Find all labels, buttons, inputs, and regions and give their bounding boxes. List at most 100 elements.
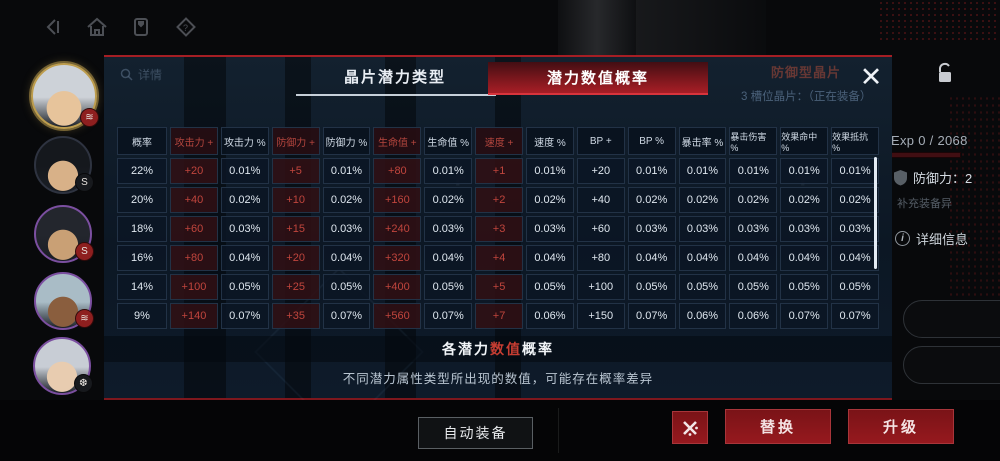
replace-button[interactable]: 替换 bbox=[725, 409, 831, 444]
probability-cell: 18% bbox=[117, 216, 167, 242]
table-cell: 0.05% bbox=[526, 274, 574, 300]
partial-hint-text: ，补充装备异 bbox=[886, 198, 952, 210]
table-cell: 0.01% bbox=[729, 158, 778, 184]
right-slot-button-1[interactable] bbox=[903, 300, 1000, 338]
dismantle-icon-button[interactable] bbox=[672, 411, 708, 444]
avatar-character-5[interactable]: ❆ bbox=[33, 337, 93, 395]
table-header-cell: 攻击力 + bbox=[170, 127, 218, 155]
detail-info-row[interactable]: i 详细信息 bbox=[895, 229, 968, 248]
table-cell: 0.03% bbox=[526, 216, 574, 242]
table-cell: 0.04% bbox=[526, 245, 574, 271]
table-cell: +4 bbox=[475, 245, 523, 271]
table-cell: +560 bbox=[373, 303, 422, 329]
table-cell: 0.07% bbox=[831, 303, 879, 329]
potential-table: 概率 攻击力 + 攻击力 % 防御力 + 防御力 % 生命值 + 生命值 % 速度 + 速度 %… bbox=[117, 127, 879, 329]
table-header-cell: BP % bbox=[627, 127, 676, 155]
table-cell: +2 bbox=[475, 187, 523, 213]
manual-icon[interactable] bbox=[126, 12, 156, 42]
table-cell: 0.06% bbox=[678, 303, 727, 329]
table-cell: 0.02% bbox=[220, 187, 269, 213]
table-cell: 0.01% bbox=[526, 158, 574, 184]
auto-equip-button[interactable]: 自动装备 bbox=[418, 417, 533, 449]
detail-info-label: 详细信息 bbox=[916, 232, 969, 247]
table-cell: 0.05% bbox=[627, 274, 676, 300]
table-cell: +15 bbox=[271, 216, 320, 242]
chip-panel-title: 防御型晶片 bbox=[771, 65, 842, 80]
avatar-character-4[interactable]: ≋ bbox=[34, 272, 94, 330]
exp-label: Exp 0 / 2068 bbox=[891, 133, 968, 148]
magnifier-icon bbox=[120, 68, 133, 81]
table-scrollbar[interactable] bbox=[874, 157, 877, 269]
detail-tag: 详情 bbox=[120, 66, 162, 83]
close-icon[interactable]: ✕ bbox=[859, 61, 883, 92]
table-cell: 0.01% bbox=[322, 158, 371, 184]
table-cell: +40 bbox=[576, 187, 625, 213]
table-cell: +20 bbox=[576, 158, 625, 184]
table-cell: +5 bbox=[271, 158, 320, 184]
lock-icon[interactable] bbox=[936, 61, 954, 91]
help-icon[interactable]: ? bbox=[171, 12, 201, 42]
table-header-cell: 生命值 % bbox=[424, 127, 473, 155]
avatar-badge: S bbox=[75, 173, 94, 192]
table-cell: +20 bbox=[170, 158, 218, 184]
tab-chip-potential-type[interactable]: 晶片潜力类型 bbox=[343, 69, 446, 86]
table-cell: +80 bbox=[373, 158, 422, 184]
table-cell: +80 bbox=[170, 245, 218, 271]
footer-description: 不同潜力属性类型所出现的数值，可能存在概率差异 bbox=[342, 372, 654, 386]
probability-cell: 16% bbox=[117, 245, 167, 271]
table-header-cell: 效果抵抗 % bbox=[831, 127, 879, 155]
table-cell: 0.01% bbox=[678, 158, 727, 184]
back-icon[interactable] bbox=[37, 12, 67, 42]
table-cell: 0.03% bbox=[831, 216, 879, 242]
avatar-badge: S bbox=[75, 242, 94, 261]
avatar-character-3[interactable]: S bbox=[34, 205, 94, 263]
table-cell: 0.03% bbox=[220, 216, 269, 242]
exp-progress-bar bbox=[891, 152, 961, 158]
defense-stat-label: 防御力：2 bbox=[913, 171, 973, 186]
table-cell: +3 bbox=[475, 216, 523, 242]
bg-red-dots-right bbox=[948, 95, 1000, 305]
table-cell: 0.02% bbox=[780, 187, 829, 213]
avatar-badge: ≋ bbox=[80, 108, 99, 127]
table-cell: 0.03% bbox=[780, 216, 829, 242]
table-cell: +100 bbox=[170, 274, 218, 300]
probability-cell: 22% bbox=[117, 158, 167, 184]
dismantle-icon bbox=[683, 420, 698, 436]
table-cell: 0.05% bbox=[780, 274, 829, 300]
table-cell: +60 bbox=[576, 216, 625, 242]
table-cell: +10 bbox=[271, 187, 320, 213]
table-cell: +100 bbox=[576, 274, 625, 300]
shield-icon bbox=[894, 170, 907, 186]
table-cell: 0.01% bbox=[780, 158, 829, 184]
avatar-character-1[interactable]: ≋ bbox=[31, 63, 99, 129]
table-cell: 0.04% bbox=[627, 245, 676, 271]
table-header-cell: 防御力 + bbox=[271, 127, 320, 155]
table-cell: 0.05% bbox=[220, 274, 269, 300]
table-cell: 0.03% bbox=[627, 216, 676, 242]
table-cell: +150 bbox=[576, 303, 625, 329]
table-cell: 0.05% bbox=[831, 274, 879, 300]
info-icon: i bbox=[895, 231, 910, 246]
home-icon[interactable] bbox=[82, 12, 112, 42]
table-cell: +80 bbox=[576, 245, 625, 271]
table-cell: 0.02% bbox=[424, 187, 473, 213]
table-header-cell: BP + bbox=[576, 127, 625, 155]
table-cell: +1 bbox=[475, 158, 523, 184]
avatar-badge: ≋ bbox=[75, 309, 94, 328]
table-cell: +240 bbox=[373, 216, 422, 242]
table-cell: 0.02% bbox=[831, 187, 879, 213]
bg-light-band bbox=[558, 0, 636, 55]
footer-title-red: 数值 bbox=[490, 341, 522, 357]
upgrade-button[interactable]: 升级 bbox=[848, 409, 954, 444]
table-cell: 0.03% bbox=[322, 216, 371, 242]
avatar-badge: ❆ bbox=[74, 374, 93, 393]
avatar-character-2[interactable]: S bbox=[34, 136, 94, 194]
table-cell: 0.05% bbox=[729, 274, 778, 300]
probability-cell: 9% bbox=[117, 303, 167, 329]
tab-potential-value-probability[interactable]: 潜力数值概率 bbox=[488, 62, 708, 95]
right-slot-button-2[interactable] bbox=[903, 346, 1000, 384]
table-cell: +160 bbox=[373, 187, 422, 213]
table-header-cell: 效果命中 % bbox=[780, 127, 829, 155]
table-cell: 0.04% bbox=[424, 245, 473, 271]
